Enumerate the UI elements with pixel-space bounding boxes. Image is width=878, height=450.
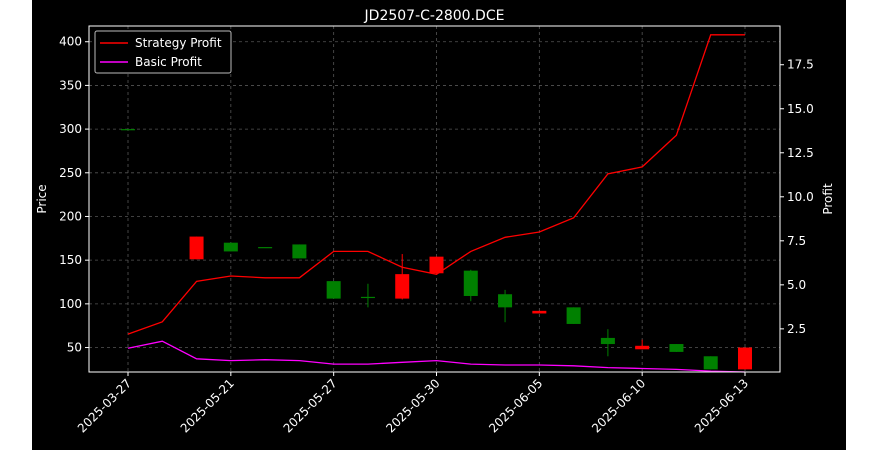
legend-box bbox=[94, 30, 232, 74]
y-right-tick-label: 5.0 bbox=[787, 278, 806, 292]
profit-lines bbox=[127, 34, 746, 373]
y-right-tick-label: 15.0 bbox=[787, 102, 814, 116]
y-left-tick-label: 200 bbox=[59, 209, 82, 223]
candle-body bbox=[429, 256, 444, 274]
candle-body bbox=[738, 347, 752, 370]
chart-figure: 50 100 150 200 250 300 350 400 2.5 5.0 7.5 10.0 12.5… bbox=[32, 0, 846, 450]
basic-profit-line bbox=[127, 340, 746, 373]
candle-body bbox=[326, 281, 341, 299]
candle-body bbox=[532, 310, 547, 314]
x-tick-label: 2025-06-10 bbox=[589, 376, 648, 435]
y-right-tick-label: 17.5 bbox=[787, 58, 814, 72]
x-tick-label: 2025-05-21 bbox=[178, 376, 237, 435]
y-right-tick-label: 2.5 bbox=[787, 322, 806, 336]
y-axis-left-title: Price bbox=[35, 184, 49, 213]
legend-label-strategy-profit: Strategy Profit bbox=[135, 36, 222, 50]
y-left-tick-label: 350 bbox=[59, 78, 82, 92]
candle-body bbox=[223, 242, 238, 252]
candle-body bbox=[703, 356, 718, 370]
candle-body bbox=[121, 129, 135, 131]
y-left-tick-label: 400 bbox=[59, 35, 82, 49]
strategy-profit-line bbox=[127, 34, 745, 335]
candlesticks bbox=[121, 129, 752, 370]
chart-title: JD2507-C-2800.DCE bbox=[364, 8, 505, 24]
x-tick-label: 2025-05-27 bbox=[281, 376, 340, 435]
plot-frame bbox=[88, 25, 781, 373]
x-tick-label: 2025-05-30 bbox=[383, 376, 442, 435]
candle-body bbox=[292, 244, 307, 259]
candle-body bbox=[395, 274, 410, 299]
candle-body bbox=[566, 307, 581, 324]
y-left-tick-label: 100 bbox=[59, 297, 82, 311]
y-left-tick-label: 300 bbox=[59, 122, 82, 136]
candle-body bbox=[669, 344, 684, 352]
y-left-tick-label: 150 bbox=[59, 253, 82, 267]
candle-body bbox=[360, 296, 375, 299]
legend: Strategy Profit Basic Profit bbox=[94, 30, 232, 74]
x-tick-label: 2025-06-13 bbox=[692, 376, 751, 435]
candle-body bbox=[635, 345, 650, 350]
grid-lines bbox=[89, 26, 780, 372]
y-left-tick-label: 250 bbox=[59, 166, 82, 180]
y-axis-right-title: Profit bbox=[821, 183, 835, 215]
y-right-tick-label: 7.5 bbox=[787, 234, 806, 248]
legend-label-basic-profit: Basic Profit bbox=[135, 55, 202, 69]
candle-body bbox=[600, 337, 615, 345]
y-right-tick-label: 10.0 bbox=[787, 190, 814, 204]
x-tick-label: 2025-03-27 bbox=[75, 376, 134, 435]
candle-body bbox=[189, 236, 204, 260]
candle-body bbox=[463, 270, 478, 296]
x-tick-label: 2025-06-05 bbox=[486, 376, 545, 435]
chart-svg: 50 100 150 200 250 300 350 400 2.5 5.0 7.5 10.0 12.5… bbox=[35, 8, 835, 435]
candle-body bbox=[498, 294, 513, 308]
y-left-tick-label: 50 bbox=[67, 341, 82, 355]
candle-body bbox=[258, 247, 273, 249]
y-right-tick-label: 12.5 bbox=[787, 146, 814, 160]
